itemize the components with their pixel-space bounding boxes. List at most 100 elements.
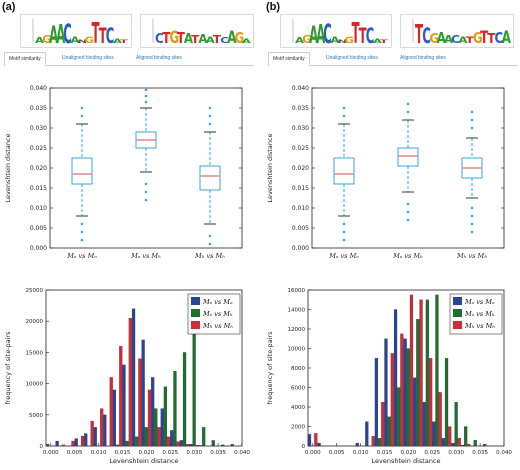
histogram-bar — [163, 386, 168, 447]
histogram-bar — [422, 402, 426, 447]
tab-aligned-binding-sites[interactable]: Aligned binding sites — [136, 55, 182, 61]
logo-letter: A — [309, 21, 318, 47]
logo-letter: A — [295, 37, 304, 45]
histogram-bar — [125, 440, 129, 447]
logo-letter: T — [99, 24, 107, 47]
logo-letter: T — [191, 34, 199, 46]
x-tick-label: 0.035 — [472, 450, 488, 456]
x-tick-label: 0.010 — [353, 450, 369, 456]
logo-letter: T — [359, 24, 367, 47]
tab-motif-similarity[interactable]: Motif similarity — [268, 52, 310, 66]
y-tick-label: 0.030 — [292, 125, 309, 132]
x-tick-label: 0.020 — [401, 450, 417, 456]
outlier-point — [470, 110, 474, 114]
histogram-bar — [100, 408, 104, 447]
histogram-bar — [112, 389, 117, 447]
outlier-point — [144, 190, 148, 194]
y-tick-label: 16000 — [288, 288, 306, 294]
logo-letter: A — [502, 29, 512, 47]
histogram-bar — [186, 444, 190, 447]
legend-swatch — [453, 309, 462, 317]
outlier-point — [208, 106, 212, 110]
x-tick-label: 0.030 — [186, 450, 202, 456]
histogram-bar — [387, 416, 391, 447]
y-tick-label: 5000 — [29, 413, 43, 419]
histogram-bar — [160, 408, 164, 447]
boxplot-a: 0.000 0.005 0.010 0.015 0.020 0.025 0.030 0.035… — [4, 85, 243, 260]
histogram-b: 0 2000 4000 6000 8000 10000 12000 14000 16000 0.0… — [266, 288, 512, 465]
y-tick-label: 0.010 — [30, 205, 47, 212]
logo-letter: A — [184, 31, 193, 47]
logo-letter: A — [227, 29, 237, 47]
y-tick-label: 0.035 — [292, 105, 309, 112]
y-axis-label: Levenshtein distance — [4, 133, 12, 202]
histogram-bar — [55, 440, 59, 447]
histogram-bar — [413, 377, 417, 447]
y-tick-label: 20000 — [26, 319, 44, 325]
logo-letter: A — [458, 35, 468, 45]
histogram-bar — [144, 427, 148, 447]
logo-letter: C — [63, 18, 72, 47]
x-tick-label: 0.015 — [115, 450, 131, 456]
outlier-point — [342, 238, 346, 242]
logo-letter: N — [77, 39, 87, 44]
histogram-bar — [157, 427, 161, 447]
histogram-bar — [441, 438, 445, 447]
y-tick-label: 4000 — [291, 405, 305, 411]
outlier-point — [80, 106, 84, 110]
x-tick-label: Mₕ vs Mₕ — [456, 252, 487, 260]
outlier-point — [80, 222, 84, 226]
histogram-bar — [464, 426, 468, 447]
outlier-point — [80, 238, 84, 242]
tab-motif-similarity[interactable]: Motif similarity — [4, 52, 46, 66]
histogram-bar — [116, 444, 120, 447]
logo-letter: A — [437, 30, 447, 47]
logo-letter: T — [480, 29, 488, 47]
y-tick-label: 0.035 — [30, 105, 47, 112]
tab-bar-a: Motif similarity Unaligned binding sites… — [4, 52, 254, 66]
logo-letter: T — [380, 39, 388, 44]
x-tick-label: 0.005 — [329, 450, 345, 456]
legend-label: Mₕ vs Mₕ — [464, 322, 495, 330]
histogram-bar — [416, 319, 420, 447]
tab-aligned-binding-sites[interactable]: Aligned binding sites — [400, 55, 446, 61]
y-tick-label: 0.020 — [292, 165, 309, 172]
histogram-bar — [374, 358, 379, 447]
logo-letter: C — [366, 24, 375, 47]
outlier-point — [144, 182, 148, 186]
logo-letter: T — [92, 18, 100, 47]
histogram-bar — [154, 408, 158, 447]
histogram-bar — [202, 427, 206, 447]
histogram-bar — [189, 444, 193, 447]
y-tick-label: 10000 — [288, 347, 306, 353]
histogram-bar — [483, 443, 487, 447]
y-tick-label: 0.015 — [292, 185, 309, 192]
legend-swatch — [191, 309, 200, 317]
logo-letter: G — [42, 33, 52, 45]
panel-b-label: (b) — [266, 1, 281, 13]
y-axis-label: frequency of site-pairs — [266, 331, 274, 405]
legend-swatch — [191, 321, 200, 329]
outlier-point — [342, 106, 346, 110]
logo-letter: T — [466, 35, 475, 45]
x-tick-label: 0.040 — [234, 450, 250, 456]
y-tick-label: 0.025 — [30, 145, 47, 152]
histogram-bar — [400, 333, 404, 447]
x-tick-label: 0.040 — [496, 450, 512, 456]
histogram-bar — [182, 352, 187, 447]
tab-unaligned-binding-sites[interactable]: Unaligned binding sites — [62, 55, 114, 61]
histogram-bar — [119, 346, 123, 447]
y-tick-label: 15000 — [26, 350, 44, 356]
histogram-bar — [230, 444, 234, 447]
histogram-bar — [409, 294, 414, 447]
tab-unaligned-binding-sites[interactable]: Unaligned binding sites — [326, 55, 378, 61]
y-tick-label: 14000 — [288, 308, 306, 314]
legend-swatch — [453, 297, 462, 305]
outlier-point — [208, 242, 212, 246]
y-tick-label: 0.020 — [30, 165, 47, 172]
legend-swatch — [453, 321, 462, 329]
histogram-bar — [198, 445, 203, 447]
